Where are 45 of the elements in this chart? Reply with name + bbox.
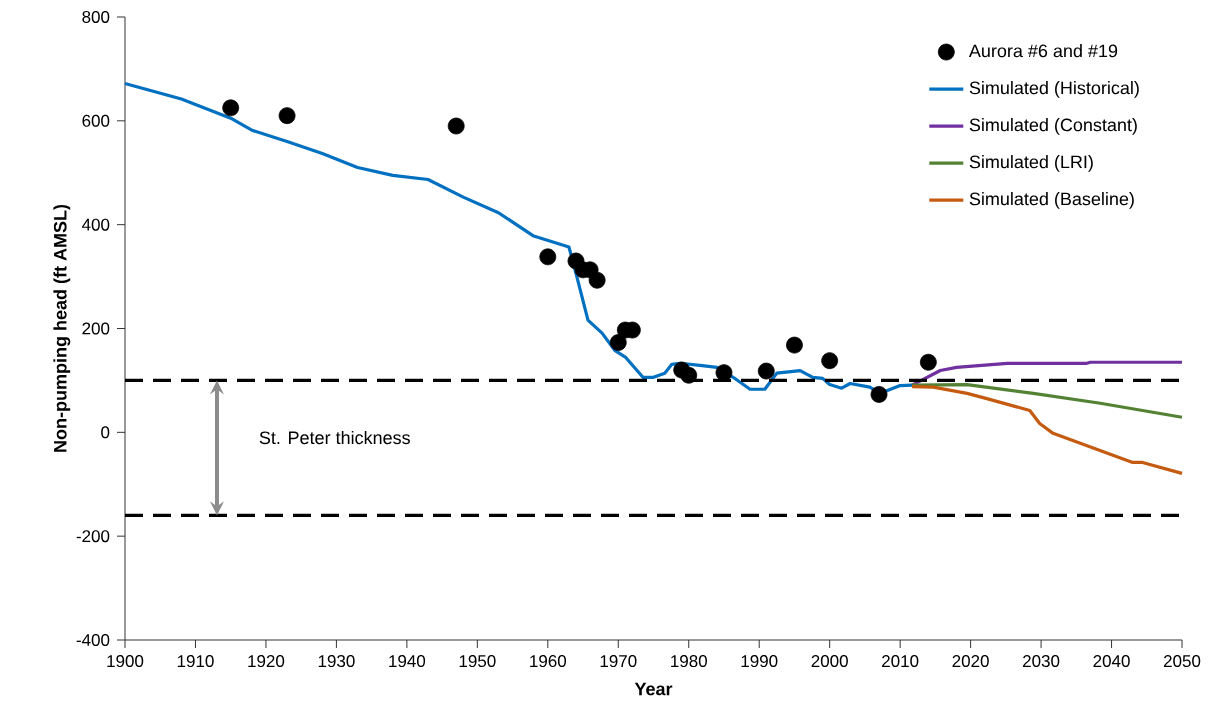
legend-label: Simulated (LRI) (969, 155, 1093, 172)
x-tick-label: 2030 (1023, 655, 1060, 668)
point (680, 366, 698, 384)
point (588, 271, 606, 289)
x-tick-label: 1960 (530, 655, 567, 668)
x-tick-label: 1930 (318, 655, 355, 668)
point (821, 352, 839, 370)
line-series (910, 385, 1184, 475)
x-tick-label: 1940 (389, 655, 426, 668)
point (870, 386, 888, 403)
x-tick-label: 2050 (1163, 655, 1201, 668)
x-tick-label: 2000 (811, 655, 848, 668)
y-tick-label: 0 (101, 426, 110, 439)
x-axis-title: Year (634, 682, 673, 696)
x-tick-label: 1990 (741, 655, 778, 668)
point (786, 336, 803, 354)
annotation: St. Peter thickness (259, 430, 410, 445)
point (278, 107, 296, 125)
x-tick-label: 1920 (248, 655, 285, 668)
legend-label: Simulated (Baseline) (969, 192, 1134, 209)
y-tick-label: 200 (82, 322, 110, 335)
y-tick-label: 800 (82, 10, 110, 23)
legend-label: Simulated (Historical) (969, 81, 1139, 98)
line-series (910, 382, 1184, 419)
y-tick-label: 600 (82, 114, 110, 127)
x-tick-label: 1950 (459, 655, 496, 668)
point (919, 353, 937, 371)
legend-label: Aurora #6 and #19 (968, 44, 1118, 58)
legend-label: Simulated (Constant) (969, 118, 1137, 135)
point (447, 117, 465, 135)
x-tick-label: 2040 (1093, 655, 1130, 668)
y-tick-label: 400 (81, 218, 110, 231)
y-axis-title: Non-pumping head (ft AMSL) (53, 204, 71, 452)
x-tick-label: 1900 (107, 655, 144, 668)
x-tick-label: 1970 (600, 655, 637, 668)
y-tick-label: -200 (76, 530, 110, 543)
point (609, 334, 627, 351)
x-tick-label: 1910 (177, 655, 214, 668)
x-tick-label: 1980 (671, 655, 707, 668)
point (757, 362, 775, 380)
point (539, 248, 557, 266)
point (222, 99, 240, 117)
x-tick-label: 2010 (882, 655, 919, 668)
x-tick-label: 2020 (952, 655, 989, 668)
y-tick-label: -400 (76, 633, 110, 647)
